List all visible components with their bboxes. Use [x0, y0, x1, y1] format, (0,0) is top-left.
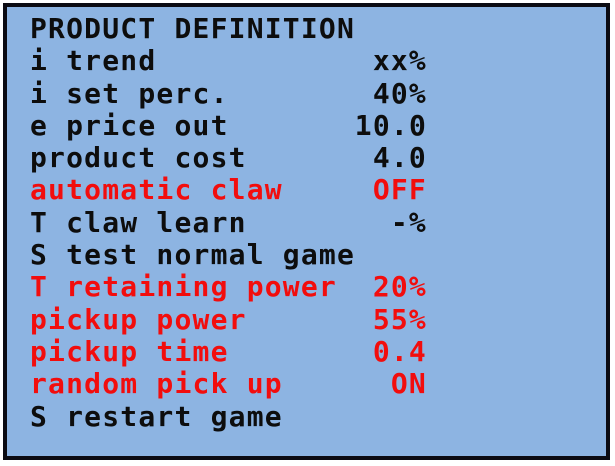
setting-label: automatic claw [30, 173, 283, 207]
setting-label: S restart game [30, 399, 283, 433]
setting-label: S test normal game [30, 238, 356, 272]
page-title-text: PRODUCT DEFINITION [30, 12, 356, 45]
setting-row[interactable]: product cost 4.0 [30, 141, 427, 175]
settings-panel: PRODUCT DEFINITION i trend xx% i set per… [3, 3, 610, 460]
setting-row[interactable]: e price out 10.0 [30, 108, 427, 142]
setting-label: pickup power [30, 302, 247, 336]
setting-label: T retaining power [30, 270, 337, 304]
setting-value: 4.0 [372, 141, 427, 175]
setting-row[interactable]: S test normal game [30, 238, 427, 272]
setting-label: pickup time [30, 334, 229, 368]
setting-value: -% [390, 205, 427, 239]
setting-label: i trend [30, 44, 157, 78]
page-title: PRODUCT DEFINITION [30, 12, 427, 45]
setting-row[interactable]: i set perc. 40% [30, 76, 427, 110]
setting-row[interactable]: automatic claw OFF [30, 173, 427, 207]
setting-value: ON [390, 367, 427, 401]
setting-value: 20% [372, 270, 427, 304]
setting-value: 10.0 [354, 108, 427, 142]
setting-value: OFF [372, 173, 427, 207]
setting-row[interactable]: S restart game [30, 399, 427, 433]
setting-value: xx% [372, 44, 427, 78]
setting-row[interactable]: T retaining power 20% [30, 270, 427, 304]
setting-row[interactable]: pickup time 0.4 [30, 334, 427, 368]
setting-value: 55% [372, 302, 427, 336]
setting-row[interactable]: pickup power 55% [30, 302, 427, 336]
setting-row[interactable]: random pick up ON [30, 367, 427, 401]
setting-row[interactable]: i trend xx% [30, 44, 427, 78]
setting-label: i set perc. [30, 76, 229, 110]
settings-menu: PRODUCT DEFINITION i trend xx% i set per… [30, 12, 427, 433]
setting-value: 0.4 [372, 334, 427, 368]
setting-label: random pick up [30, 367, 283, 401]
setting-label: T claw learn [30, 205, 247, 239]
setting-row[interactable]: T claw learn -% [30, 205, 427, 239]
setting-value: 40% [372, 76, 427, 110]
setting-label: e price out [30, 108, 229, 142]
setting-label: product cost [30, 141, 247, 175]
